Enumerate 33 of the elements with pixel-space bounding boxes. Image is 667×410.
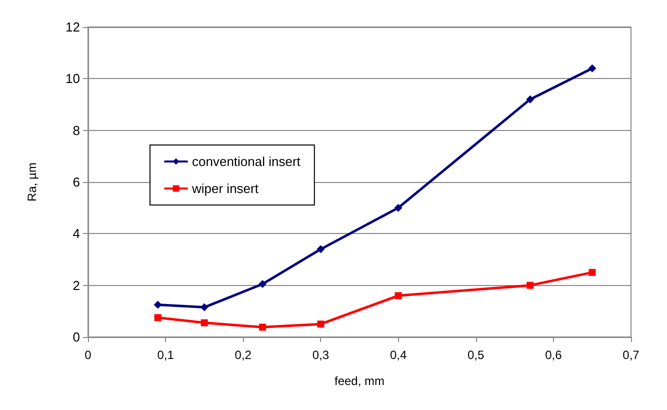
y-tick-label: 2 bbox=[72, 278, 80, 293]
x-tick-label: 0,6 bbox=[545, 348, 562, 362]
point bbox=[526, 95, 534, 104]
x-tick-label: 0,2 bbox=[234, 348, 252, 362]
legend-label: wiper insert bbox=[191, 181, 259, 196]
point bbox=[259, 324, 266, 331]
x-tick-label: 0,5 bbox=[468, 348, 485, 362]
y-tick-label: 12 bbox=[66, 20, 80, 34]
x-tick-label: 0,3 bbox=[312, 348, 330, 362]
x-axis-title: feed, mm bbox=[334, 374, 385, 388]
point bbox=[588, 64, 596, 72]
y-tick-label: 10 bbox=[66, 71, 80, 86]
y-tick-label: 8 bbox=[72, 122, 80, 138]
legend-label: conventional insert bbox=[192, 154, 301, 169]
point bbox=[154, 300, 162, 309]
point bbox=[317, 320, 324, 328]
x-tick-label: 0 bbox=[84, 348, 92, 362]
y-tick-label: 6 bbox=[72, 174, 80, 190]
point bbox=[588, 268, 596, 276]
point bbox=[394, 204, 402, 212]
point bbox=[258, 280, 267, 288]
x-tick-label: 0,7 bbox=[622, 348, 640, 362]
y-tick-label: 4 bbox=[72, 226, 80, 242]
y-tick-label: 0 bbox=[72, 330, 80, 344]
x-tick-label: 0,1 bbox=[157, 348, 174, 362]
point bbox=[200, 319, 208, 326]
point bbox=[154, 314, 162, 322]
point bbox=[394, 292, 402, 300]
point bbox=[200, 303, 208, 312]
x-tick-label: 0,4 bbox=[390, 348, 407, 362]
point bbox=[526, 282, 534, 289]
point bbox=[316, 245, 325, 254]
y-axis-title: Ra, µm bbox=[25, 162, 39, 202]
